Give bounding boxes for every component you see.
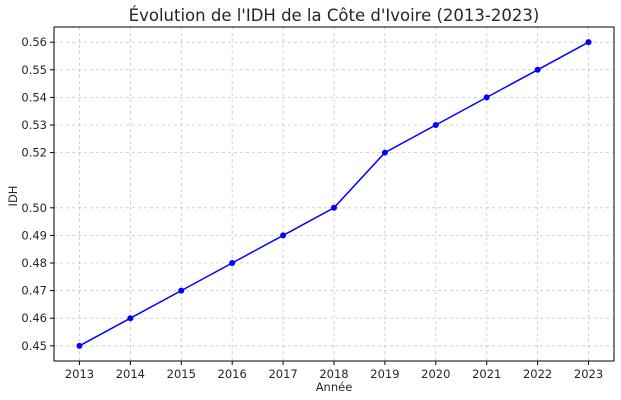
data-point (585, 39, 592, 46)
y-tick-label: 0.48 (21, 256, 47, 270)
x-tick-label: 2023 (574, 367, 603, 381)
y-axis-label: IDH (6, 186, 20, 207)
data-point (483, 94, 490, 101)
y-tick-label: 0.46 (21, 311, 47, 325)
data-point (432, 121, 439, 128)
plot-frame (53, 26, 615, 362)
axes: 2013 2014 2015 2016 2017 2018 2019 2020 2021 2022… (21, 26, 615, 381)
data-point (76, 342, 83, 349)
x-tick-label: 2016 (218, 367, 247, 381)
data-point (534, 66, 541, 73)
x-tick-label: 2017 (268, 367, 297, 381)
x-tick-label: 2014 (116, 367, 145, 381)
data-point (381, 149, 388, 156)
y-tick-label: 0.50 (21, 201, 47, 215)
chart-title: Évolution de l'IDH de la Côte d'Ivoire (… (129, 6, 540, 25)
x-tick-label: 2013 (65, 367, 94, 381)
y-tick-label: 0.52 (21, 146, 47, 160)
x-axis-label: Année (316, 380, 353, 394)
y-tick-label: 0.49 (21, 228, 47, 242)
x-tick-label: 2022 (523, 367, 552, 381)
x-tick-label: 2021 (472, 367, 501, 381)
y-tick-label: 0.56 (21, 35, 47, 49)
x-tick-label: 2015 (167, 367, 196, 381)
y-tick-label: 0.47 (21, 284, 47, 298)
y-tick-label: 0.45 (21, 339, 47, 353)
data-point (127, 315, 134, 322)
grid (54, 27, 614, 361)
data-point (178, 287, 185, 294)
data-point (229, 260, 236, 267)
y-tick-label: 0.53 (21, 118, 47, 132)
x-tick-label: 2020 (421, 367, 450, 381)
y-tick-label: 0.54 (21, 90, 47, 104)
x-tick-label: 2019 (370, 367, 399, 381)
data-point (280, 232, 287, 239)
series-layer (76, 39, 592, 349)
x-tick-label: 2018 (319, 367, 348, 381)
data-point (331, 204, 337, 211)
y-tick-label: 0.55 (21, 63, 47, 77)
